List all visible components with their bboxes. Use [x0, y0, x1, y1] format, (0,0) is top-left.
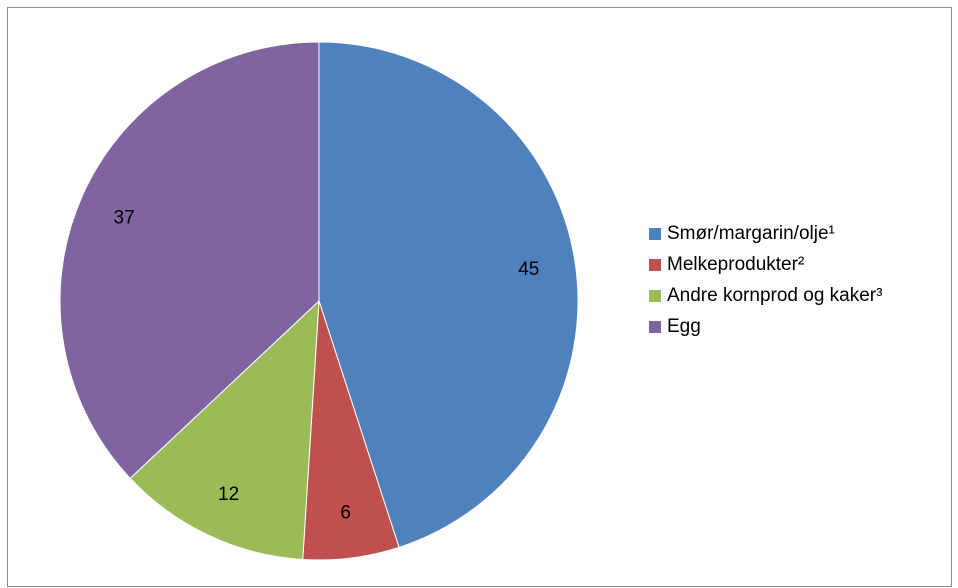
data-label: 12	[218, 484, 239, 505]
legend-swatch	[649, 321, 661, 333]
pie-slice	[129, 299, 320, 561]
pie-slice	[318, 41, 579, 548]
chart-area: 45 6 12 37 Smør/margarin/olje¹ Melkeprodukt…	[7, 7, 952, 587]
legend-item: Andre kornprod og kaker³	[649, 283, 882, 309]
legend-label: Andre kornprod og kaker³	[667, 285, 883, 306]
legend-item: Egg	[649, 314, 882, 340]
data-label: 37	[114, 208, 135, 229]
legend-swatch	[649, 290, 661, 302]
pie-slice	[59, 41, 320, 480]
legend-label: Melkeprodukter²	[667, 254, 805, 275]
legend-swatch	[649, 228, 661, 240]
data-label: 6	[340, 503, 351, 524]
pie-chart: 45 6 12 37	[59, 41, 579, 561]
legend-label: Smør/margarin/olje¹	[667, 223, 835, 244]
legend: Smør/margarin/olje¹ Melkeprodukter² Andr…	[649, 221, 882, 345]
legend-swatch	[649, 259, 661, 271]
legend-item: Smør/margarin/olje¹	[649, 221, 882, 247]
legend-item: Melkeprodukter²	[649, 252, 882, 278]
data-label: 45	[518, 259, 539, 280]
legend-label: Egg	[667, 316, 701, 337]
